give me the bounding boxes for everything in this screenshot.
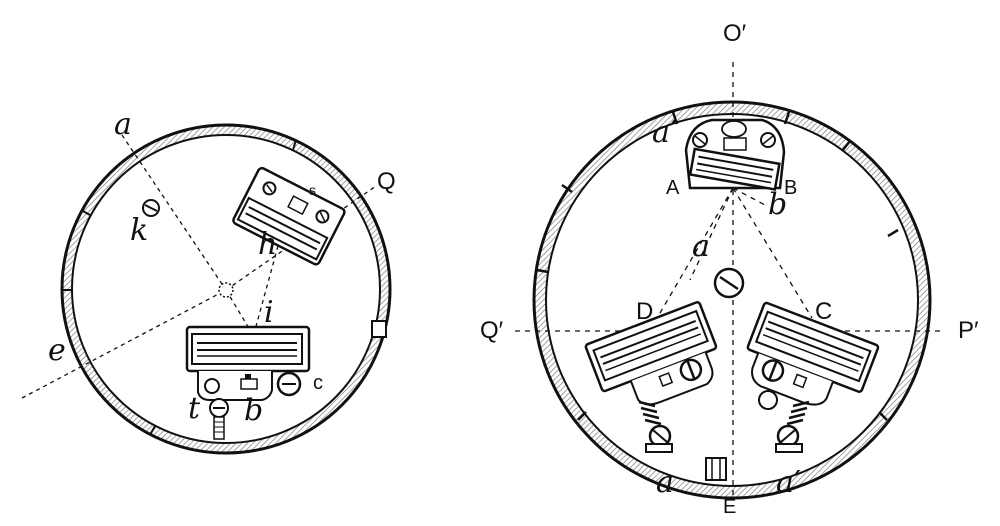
right-center-screw (713, 267, 745, 299)
bottom-bracket (705, 457, 727, 481)
top-mirror-mount (684, 118, 786, 191)
line-center-to-D (652, 187, 734, 326)
left-figure (21, 123, 392, 455)
line-e-to-center (21, 289, 227, 399)
label-b-left: b (244, 393, 264, 428)
label-s: s (309, 182, 316, 198)
right-figure (515, 62, 945, 500)
label-D: D (636, 298, 654, 325)
small-hole (758, 390, 778, 410)
right-ring-hatch (535, 103, 929, 497)
label-C: C (815, 298, 833, 325)
left-ring-knob (371, 320, 387, 338)
label-a-prime-top: a′ (652, 115, 677, 150)
right-outer-ring (532, 100, 932, 500)
label-P-prime: P′ (958, 317, 979, 344)
label-A: A (666, 177, 680, 199)
label-a-bottom: a (656, 465, 674, 500)
screw-k (142, 199, 160, 217)
label-O-prime: O′ (723, 20, 747, 47)
left-center-pivot (218, 282, 234, 298)
label-B: B (784, 177, 798, 199)
line-a-to-center (121, 134, 227, 291)
label-a-prime-bottom: a′ (776, 465, 801, 500)
label-E: E (723, 496, 737, 518)
part-b (240, 378, 258, 390)
label-e: e (48, 333, 66, 368)
line-center-to-a (689, 187, 734, 281)
right-adjusting-screw (775, 400, 810, 453)
label-Q: Q (377, 168, 396, 195)
mirror-mount-D (584, 301, 718, 406)
label-Q-prime: Q′ (480, 317, 504, 344)
line-center-to-b (732, 187, 766, 206)
label-b-right: b (768, 187, 788, 222)
mirror-mount-C (746, 301, 880, 406)
left-adjusting-screw (638, 400, 673, 453)
label-t: t (188, 391, 201, 426)
label-k: k (130, 213, 149, 248)
label-c: c (313, 372, 323, 394)
label-a-right: a (692, 229, 710, 264)
label-h: h (258, 227, 278, 262)
label-i: i (264, 295, 274, 330)
line-h-to-i (254, 245, 279, 331)
right-inner-ring (545, 113, 919, 487)
upper-mirror-mount (232, 166, 346, 266)
label-a-left: a (114, 107, 132, 142)
lower-mirror-mount (185, 325, 311, 440)
